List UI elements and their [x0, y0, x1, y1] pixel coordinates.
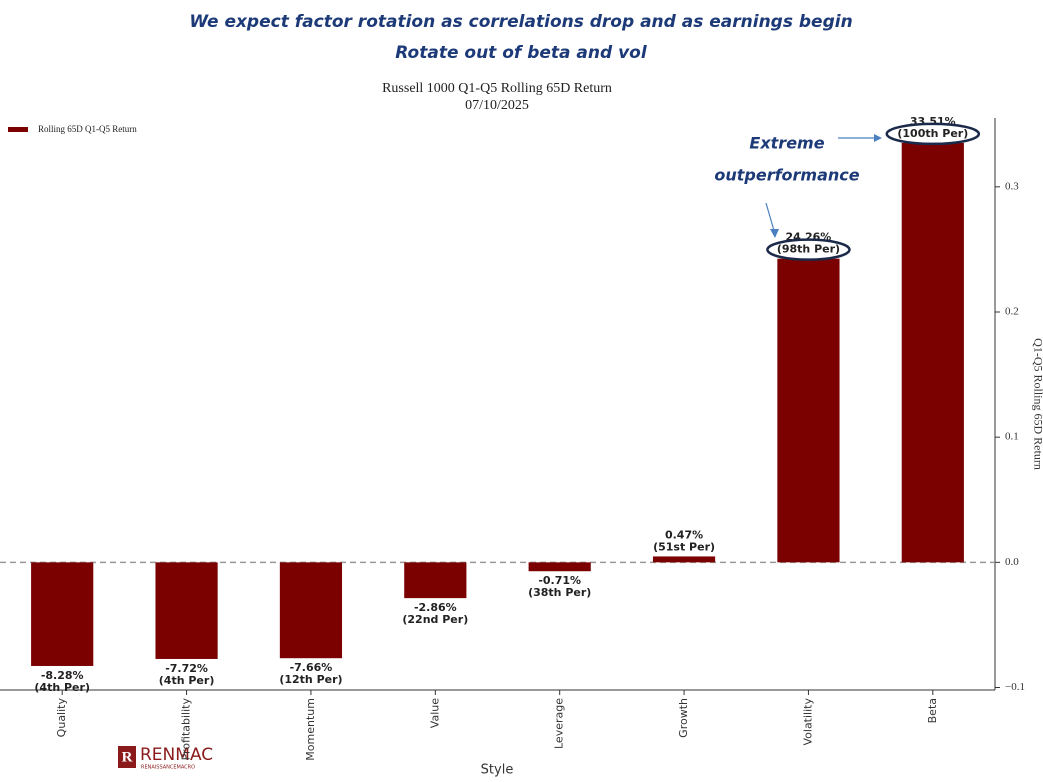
annotation: outperformance	[714, 166, 859, 185]
y-tick-label: 0.1	[1005, 431, 1019, 443]
bar	[31, 562, 94, 666]
percentile-label: (4th Per)	[34, 681, 90, 694]
logo-letter: R	[122, 749, 133, 765]
highlight-ellipse	[885, 122, 981, 146]
headline: We expect factor rotation as correlation…	[189, 12, 852, 32]
bar	[652, 556, 716, 563]
chart-title: Russell 1000 Q1-Q5 Rolling 65D Return	[382, 81, 612, 96]
legend-swatch	[8, 127, 28, 132]
value-label: -7.66%	[290, 661, 333, 674]
arrow	[765, 202, 776, 235]
percentile-label: (51st Per)	[653, 540, 715, 553]
percentile-label: (38th Per)	[528, 586, 591, 599]
logo-subtext: RENAISSANCEMACRO	[141, 765, 195, 771]
logo-text: RENMAC	[140, 745, 213, 765]
y-tick-label: 0.3	[1005, 180, 1019, 192]
percentile-label: (12th Per)	[279, 673, 342, 686]
percentile-label: (22nd Per)	[402, 613, 468, 626]
arrow-head	[770, 229, 779, 238]
legend-label: Rolling 65D Q1-Q5 Return	[38, 124, 137, 134]
logo-mark	[118, 746, 136, 768]
headline: Rotate out of beta and vol	[395, 43, 648, 63]
value-label: -0.71%	[538, 574, 581, 587]
percentile-label: (98th Per)	[777, 243, 840, 256]
y-tick-label: −0.1	[1005, 681, 1025, 693]
value-label: -8.28%	[41, 669, 84, 682]
bar	[279, 562, 343, 659]
x-tick-label: Beta	[926, 698, 939, 723]
y-tick-label: 0.2	[1005, 306, 1019, 318]
bar	[155, 562, 218, 659]
bar	[404, 562, 467, 599]
percentile-label: (4th Per)	[159, 674, 215, 687]
x-tick-label: Quality	[55, 698, 68, 738]
highlight-ellipse	[766, 238, 851, 261]
value-label: -7.72%	[165, 662, 208, 675]
value-label: 0.47%	[665, 528, 703, 541]
bar	[777, 258, 840, 563]
bar	[901, 142, 964, 563]
x-tick-label: Profitability	[180, 698, 193, 761]
chart-subtitle: 07/10/2025	[465, 98, 529, 113]
arrow-head	[874, 134, 882, 142]
bar	[528, 562, 591, 572]
x-tick-label: Momentum	[304, 698, 317, 761]
y-tick-label: 0.0	[1005, 556, 1019, 568]
y-axis-label: Q1-Q5 Rolling 65D Return	[1031, 338, 1043, 470]
x-axis-label: Style	[481, 763, 514, 778]
x-tick-label: Growth	[677, 698, 690, 738]
x-tick-label: Leverage	[553, 698, 566, 749]
value-label: -2.86%	[414, 601, 457, 614]
percentile-label: (100th Per)	[897, 127, 968, 140]
x-tick-label: Volatility	[801, 698, 814, 746]
annotation: Extreme	[749, 134, 824, 153]
x-tick-label: Value	[428, 698, 441, 728]
